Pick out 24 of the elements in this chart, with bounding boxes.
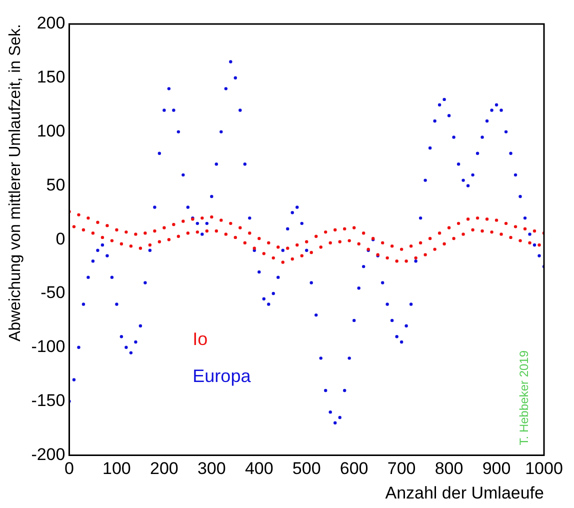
y-tick-label: 0	[56, 229, 66, 248]
text: Europa	[192, 366, 252, 386]
y-axis-title: Abweichung von mittlerer Umlaufzeit, in Sek.	[7, 24, 24, 342]
x-tick-label: 1000	[525, 459, 563, 478]
y-tick-label: 200	[36, 14, 66, 33]
x-axis-title: Anzahl der Umlaeufe	[385, 483, 544, 502]
x-tick-label: 300	[197, 459, 226, 478]
y-tick-label: -100	[31, 337, 66, 356]
x-tick-label: 500	[292, 459, 321, 478]
x-tick-label: 900	[482, 459, 511, 478]
y-tick-label: 50	[46, 175, 66, 194]
y-tick-label: -200	[31, 444, 66, 464]
x-tick-label: 400	[244, 459, 274, 478]
y-tick-label: 150	[36, 68, 66, 87]
y-tick-label: -150	[31, 390, 66, 410]
text: Io	[192, 329, 208, 350]
x-tick-label: 800	[434, 459, 464, 478]
x-tick-label: 600	[340, 459, 368, 478]
y-tick-label: 100	[36, 121, 66, 140]
y-tick-label: -50	[40, 283, 66, 302]
annotation: T. Hebbeker 2019	[517, 350, 531, 446]
x-tick-label: 100	[102, 459, 131, 478]
x-tick-label: 700	[387, 459, 416, 478]
x-tick-label: 200	[150, 459, 178, 478]
